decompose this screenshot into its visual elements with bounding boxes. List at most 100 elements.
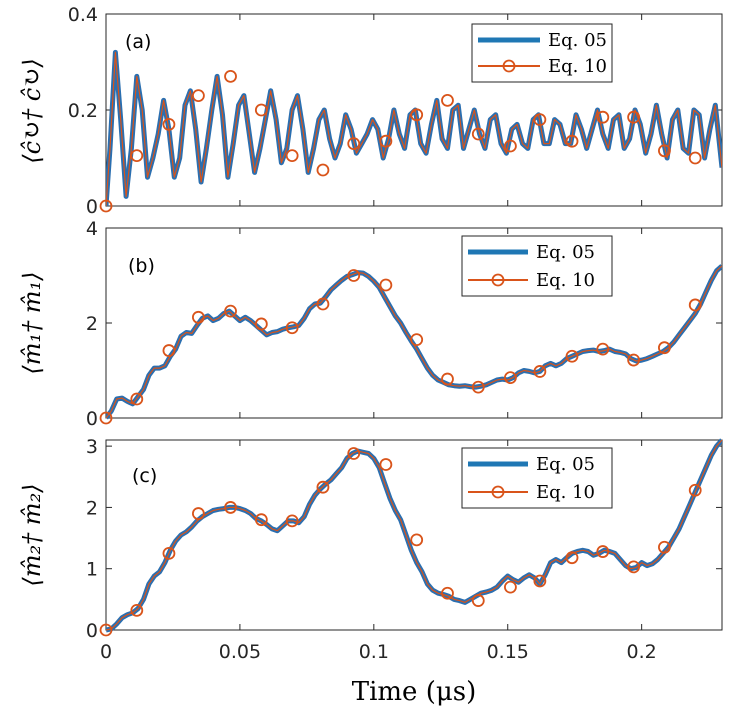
y-tick-label-panel-c: 1 bbox=[86, 559, 98, 581]
legend-label-eq10-panel-b: Eq. 10 bbox=[536, 270, 595, 291]
marker-eq10-panel-b bbox=[688, 298, 702, 312]
marker-eq10-panel-c bbox=[688, 483, 702, 497]
ylabel-text-panel-a: ⟨ĉ↻† ĉ↻⟩ bbox=[18, 58, 46, 163]
panel-label-a: (a) bbox=[125, 31, 151, 53]
legend-panel-b: Eq. 05 Eq. 10 bbox=[461, 235, 613, 297]
legend-label-eq05-panel-c: Eq. 05 bbox=[536, 454, 595, 475]
x-tick-label: 0 bbox=[100, 641, 112, 663]
legend-marker-eq10-panel-c bbox=[491, 485, 505, 499]
marker-eq10-panel-a bbox=[162, 118, 176, 131]
legend-box-panel-a bbox=[471, 23, 613, 83]
marker-eq10-panel-b bbox=[565, 349, 579, 363]
ylabel-panel-c: ⟨m̂₂† m̂₂⟩ bbox=[18, 483, 46, 586]
marker-eq10-panel-a bbox=[316, 163, 330, 177]
marker-eq10-panel-a bbox=[504, 139, 517, 153]
legend-box-panel-b bbox=[461, 235, 613, 297]
plot-area-panel-a: 0 0.2 0.4 bbox=[68, 4, 723, 218]
marker-eq10-panel-a bbox=[441, 94, 454, 107]
marker-eq10-panel-c bbox=[471, 594, 485, 607]
legend-label-eq10-panel-a: Eq. 10 bbox=[548, 56, 607, 77]
marker-eq10-panel-c bbox=[347, 447, 361, 460]
marker-eq10-panel-a bbox=[471, 127, 485, 141]
marker-eq10-panel-b bbox=[441, 372, 454, 386]
marker-eq10-panel-a bbox=[627, 110, 641, 124]
legend-marker-eq10-panel-b bbox=[491, 273, 505, 287]
series-line-eq05-panel-b bbox=[106, 264, 722, 420]
legend-label-eq10-panel-c: Eq. 10 bbox=[536, 482, 595, 503]
panel-c: ⟨m̂₂† m̂₂⟩ 0 1 2 3 0 0.05 0.1 0.15 0.2 (c) Eq. 0… bbox=[18, 436, 723, 707]
x-tick-label: 0.05 bbox=[219, 641, 261, 663]
marker-eq10-panel-b bbox=[504, 371, 517, 385]
legend-panel-c: Eq. 05 Eq. 10 bbox=[461, 447, 613, 509]
marker-eq10-panel-a bbox=[658, 144, 671, 158]
legend-label-eq05-panel-a: Eq. 05 bbox=[548, 30, 607, 51]
marker-eq10-panel-a bbox=[410, 108, 424, 122]
x-tick-label: 0.15 bbox=[487, 641, 529, 663]
legend-panel-a: Eq. 05 Eq. 10 bbox=[471, 23, 613, 83]
x-tick-label: 0.1 bbox=[359, 641, 389, 663]
marker-eq10-panel-c bbox=[627, 560, 641, 574]
marker-eq10-panel-a bbox=[596, 110, 610, 124]
panel-label-b: (b) bbox=[128, 255, 155, 277]
y-tick-label-panel-b: 2 bbox=[86, 313, 98, 335]
marker-eq10-panel-c bbox=[162, 546, 176, 560]
series-line-eq05-panel-a bbox=[106, 49, 722, 207]
y-tick-label-panel-a: 0.4 bbox=[68, 4, 98, 26]
legend-marker-eq10-panel-a bbox=[502, 59, 516, 73]
marker-eq10-panel-c bbox=[658, 540, 671, 554]
marker-eq10-panel-a bbox=[130, 149, 144, 163]
marker-eq10-panel-c bbox=[410, 533, 424, 547]
marker-eq10-panel-c bbox=[565, 551, 579, 565]
marker-eq10-panel-b bbox=[130, 392, 144, 406]
y-tick-label-panel-a: 0 bbox=[86, 196, 98, 218]
marker-eq10-panel-b bbox=[379, 278, 393, 292]
marker-eq10-panel-c bbox=[254, 513, 268, 527]
marker-eq10-panel-c bbox=[316, 480, 330, 494]
marker-eq10-panel-a bbox=[191, 89, 205, 102]
y-tick-label-panel-b: 0 bbox=[86, 408, 98, 430]
marker-eq10-panel-c bbox=[441, 586, 454, 600]
marker-eq10-panel-a bbox=[379, 134, 393, 148]
panel-label-c: (c) bbox=[132, 465, 157, 487]
marker-eq10-panel-b bbox=[627, 353, 641, 367]
plot-area-panel-c: 0 1 2 3 0 0.05 0.1 0.15 0.2 bbox=[86, 436, 723, 663]
marker-eq10-panel-a bbox=[565, 134, 579, 148]
ylabel-panel-b: ⟨m̂₁† m̂₁⟩ bbox=[18, 271, 46, 374]
x-tick-label: 0.2 bbox=[627, 641, 657, 663]
marker-eq10-panel-b bbox=[596, 342, 610, 356]
marker-eq10-panel-b bbox=[224, 304, 237, 318]
legend-box-panel-c bbox=[461, 447, 613, 509]
marker-eq10-panel-a bbox=[688, 151, 702, 165]
marker-eq10-panel-b bbox=[347, 269, 361, 282]
plot-area-panel-b: 0 2 4 bbox=[86, 218, 723, 430]
marker-eq10-panel-a bbox=[347, 137, 361, 151]
marker-eq10-panel-c bbox=[99, 623, 113, 637]
y-tick-label-panel-c: 2 bbox=[86, 497, 98, 519]
y-tick-label-panel-c: 3 bbox=[86, 436, 98, 458]
marker-eq10-panel-c bbox=[191, 507, 205, 520]
ylabel-text-panel-c: ⟨m̂₂† m̂₂⟩ bbox=[18, 483, 46, 586]
marker-eq10-panel-b bbox=[471, 380, 485, 394]
y-tick-label-panel-c: 0 bbox=[86, 620, 98, 642]
marker-eq10-panel-c bbox=[533, 574, 547, 588]
panel-b: ⟨m̂₁† m̂₁⟩ 0 2 4 (b) Eq. 05 Eq. 10 bbox=[18, 218, 723, 430]
marker-eq10-panel-c bbox=[285, 514, 299, 528]
marker-eq10-panel-b bbox=[533, 365, 547, 378]
marker-eq10-panel-a bbox=[254, 103, 268, 117]
marker-eq10-panel-a bbox=[533, 113, 547, 126]
marker-eq10-panel-a bbox=[285, 149, 299, 163]
marker-eq10-panel-c bbox=[379, 458, 393, 471]
marker-eq10-panel-b bbox=[658, 341, 671, 355]
y-tick-label-panel-b: 4 bbox=[86, 218, 98, 240]
marker-eq10-panel-a bbox=[99, 199, 113, 213]
marker-eq10-panel-b bbox=[191, 310, 205, 324]
marker-eq10-panel-a bbox=[224, 70, 237, 83]
axes-box-panel-c bbox=[105, 439, 723, 631]
marker-eq10-panel-b bbox=[254, 317, 268, 331]
marker-eq10-panel-c bbox=[130, 603, 144, 617]
y-tick-label-panel-a: 0.2 bbox=[68, 100, 98, 122]
marker-eq10-panel-c bbox=[504, 580, 517, 594]
legend-label-eq05-panel-b: Eq. 05 bbox=[536, 242, 595, 263]
x-axis-title: Time (μs) bbox=[352, 677, 477, 707]
